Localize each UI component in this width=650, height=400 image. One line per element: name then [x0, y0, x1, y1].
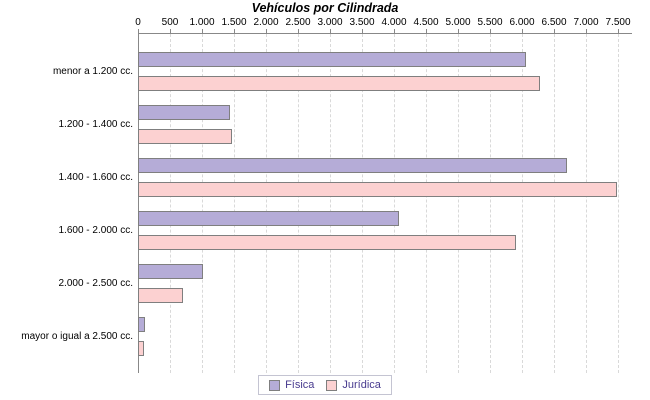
x-axis-tick-label: 0: [135, 17, 141, 28]
legend: Física Jurídica: [0, 375, 650, 395]
bar-fisica-1-600-2-000-cc: [138, 211, 399, 226]
gridline: [618, 34, 619, 373]
x-axis-tick: [426, 29, 427, 33]
bar-fisica-menor-a-1-200-cc: [138, 52, 526, 67]
x-axis-tick: [202, 29, 203, 33]
x-axis-tick: [138, 29, 139, 33]
chart-title: Vehículos por Cilindrada: [251, 1, 399, 15]
x-axis-tick: [170, 29, 171, 33]
x-axis-tick: [554, 29, 555, 33]
x-axis-tick: [266, 29, 267, 33]
x-axis-tick-label: 1.000: [189, 17, 215, 28]
x-axis-tick-label: 6.000: [509, 17, 535, 28]
gridline: [586, 34, 587, 373]
x-axis-tick: [618, 29, 619, 33]
gridline: [554, 34, 555, 373]
bar-fisica-2-000-2-500-cc: [138, 264, 203, 279]
x-axis-tick-label: 2.500: [285, 17, 311, 28]
legend-box: Física Jurídica: [258, 375, 392, 395]
bar-fisica-1-200-1-400-cc: [138, 105, 230, 120]
x-axis-tick-label: 4.500: [413, 17, 439, 28]
x-axis-tick: [330, 29, 331, 33]
x-axis-tick-label: 5.500: [477, 17, 503, 28]
category-label: mayor o igual a 2.500 cc.: [21, 331, 133, 342]
x-axis-tick-label: 3.500: [349, 17, 375, 28]
y-axis-line: [138, 33, 139, 373]
legend-item-fisica: Física: [269, 379, 314, 391]
x-axis-tick-label: 500: [161, 17, 179, 28]
x-axis-tick-label: 3.000: [317, 17, 343, 28]
x-axis-tick: [522, 29, 523, 33]
gridline: [458, 34, 459, 373]
gridline: [426, 34, 427, 373]
legend-item-juridica: Jurídica: [326, 379, 381, 391]
bar-juridica-2-000-2-500-cc: [138, 288, 183, 303]
legend-label-juridica: Jurídica: [342, 379, 381, 391]
x-axis-tick: [458, 29, 459, 33]
category-label: 1.600 - 2.000 cc.: [58, 225, 134, 236]
gridline: [490, 34, 491, 373]
x-axis-tick: [234, 29, 235, 33]
bar-juridica-1-200-1-400-cc: [138, 129, 232, 144]
gridline: [394, 34, 395, 373]
category-label: 1.200 - 1.400 cc.: [58, 119, 134, 130]
bar-fisica-1-400-1-600-cc: [138, 158, 567, 173]
x-axis-line: [138, 33, 632, 34]
x-axis-tick-label: 4.000: [381, 17, 407, 28]
bar-juridica-mayor-o-igual-a-2-500-cc: [138, 341, 144, 356]
bar-juridica-menor-a-1-200-cc: [138, 76, 540, 91]
bar-juridica-1-600-2-000-cc: [138, 235, 516, 250]
category-label: 2.000 - 2.500 cc.: [58, 278, 134, 289]
gridline: [170, 34, 171, 373]
x-axis-tick-label: 7.000: [573, 17, 599, 28]
gridline: [522, 34, 523, 373]
gridline: [362, 34, 363, 373]
x-axis-tick: [298, 29, 299, 33]
x-axis-tick: [394, 29, 395, 33]
category-label: menor a 1.200 cc.: [52, 66, 133, 77]
bar-fisica-mayor-o-igual-a-2-500-cc: [138, 317, 145, 332]
legend-swatch-juridica: [326, 379, 338, 391]
x-axis-tick-label: 7.500: [605, 17, 631, 28]
x-axis-tick-label: 6.500: [541, 17, 567, 28]
legend-swatch-fisica: [269, 379, 281, 391]
x-axis-tick: [490, 29, 491, 33]
x-axis-tick-label: 5.000: [445, 17, 471, 28]
gridline: [266, 34, 267, 373]
x-axis-tick-label: 2.000: [253, 17, 279, 28]
gridline: [330, 34, 331, 373]
x-axis-tick: [586, 29, 587, 33]
x-axis-tick: [362, 29, 363, 33]
legend-label-fisica: Física: [285, 379, 315, 391]
gridline: [234, 34, 235, 373]
gridline: [202, 34, 203, 373]
category-label: 1.400 - 1.600 cc.: [58, 172, 134, 183]
gridline: [298, 34, 299, 373]
bar-juridica-1-400-1-600-cc: [138, 182, 617, 197]
x-axis-tick-label: 1.500: [221, 17, 247, 28]
